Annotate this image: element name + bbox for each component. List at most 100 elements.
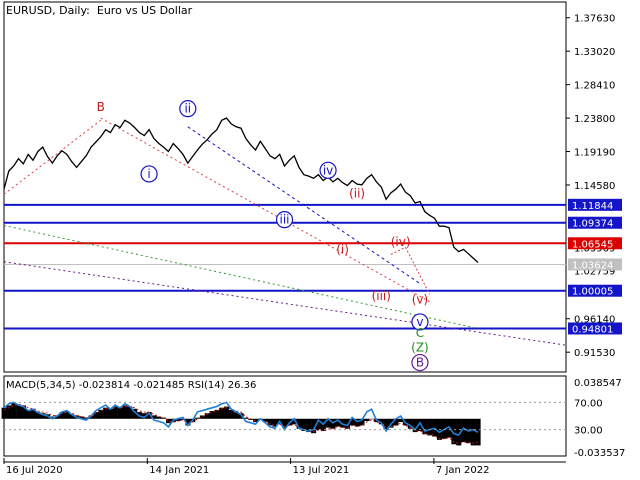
- wave-label: iii: [280, 213, 290, 227]
- macd-bar: [393, 418, 399, 426]
- indicator-plot-frame: [3, 375, 567, 457]
- macd-bar: [369, 418, 375, 420]
- macd-bar: [233, 412, 239, 419]
- channel-line: [3, 261, 567, 346]
- macd-bar: [412, 418, 418, 433]
- price-level-tag: [568, 258, 622, 271]
- macd-bar: [209, 411, 215, 419]
- macd-bar: [243, 417, 249, 419]
- macd-bar: [204, 413, 210, 419]
- price-level-tag-label: 1.09374: [572, 219, 613, 230]
- macd-bar: [20, 405, 26, 419]
- macd-bar: [267, 418, 273, 426]
- macd-bar: [417, 418, 423, 431]
- projection-line: [390, 246, 406, 255]
- price-tick-label: 1.37630: [574, 14, 615, 25]
- wave-label: v: [416, 315, 423, 329]
- wave-label-circle: [411, 313, 429, 331]
- price-level-tag: [568, 237, 622, 250]
- macd-bar: [330, 418, 336, 429]
- time-tick-label: 7 Jan 2022: [436, 465, 490, 476]
- macd-bar: [301, 418, 307, 431]
- wave-label-circle: [275, 211, 294, 229]
- price-tick-label: 1.19190: [574, 148, 615, 159]
- macd-bar: [64, 411, 70, 419]
- macd-bar: [132, 408, 138, 419]
- macd-bar: [30, 408, 36, 419]
- macd-bar: [383, 418, 389, 430]
- macd-bar: [156, 416, 162, 419]
- wave-label: (Z): [411, 340, 429, 354]
- macd-bar: [354, 418, 360, 427]
- wave-label: B: [97, 100, 105, 114]
- price-level-tag-label: 1.11844: [572, 201, 613, 212]
- macd-bar: [214, 409, 220, 419]
- macd-bar: [359, 418, 365, 426]
- price-tick-label: 1.14580: [574, 181, 615, 192]
- macd-bar: [407, 418, 413, 429]
- macd-bar: [112, 406, 118, 419]
- macd-bar: [180, 418, 186, 420]
- macd-bar: [16, 404, 22, 419]
- macd-bar: [253, 418, 259, 423]
- macd-bar: [83, 417, 89, 419]
- rsi-line: [3, 401, 479, 436]
- wave-label: i: [147, 167, 150, 181]
- macd-bar: [59, 412, 65, 419]
- macd-bar: [315, 418, 322, 430]
- wave-label-circle: [319, 161, 337, 179]
- macd-bar: [451, 418, 457, 445]
- macd-bar: [103, 407, 109, 419]
- chart-title: EURUSD, Daily: Euro vs US Dollar: [6, 4, 193, 17]
- wave-label: (iv): [391, 235, 411, 249]
- macd-bar: [422, 418, 428, 435]
- wave-label: B: [416, 356, 424, 370]
- price-tick-label: 1.33020: [574, 47, 615, 58]
- macd-bar: [141, 413, 147, 419]
- macd-bar: [224, 406, 230, 419]
- macd-bar: [11, 403, 17, 419]
- macd-bar: [282, 418, 288, 428]
- macd-bar: [228, 409, 234, 419]
- price-level-tag-label: 1.06545: [572, 239, 613, 250]
- macd-bar: [398, 418, 404, 423]
- wave-label: (ii): [349, 187, 365, 201]
- indicator-tick-label: 70.00: [574, 398, 603, 409]
- macd-bar: [461, 418, 467, 443]
- price-level-tag-label: 0.94801: [572, 324, 613, 335]
- wave-label-circle: [179, 100, 197, 118]
- macd-signal-line: [3, 403, 479, 444]
- macd-bar: [122, 405, 128, 419]
- macd-bar: [311, 418, 317, 434]
- wave-label: ii: [184, 102, 191, 116]
- macd-bar: [40, 413, 46, 419]
- price-level-tag: [568, 322, 622, 335]
- indicator-title: MACD(5,34,5) -0.023814 -0.021485 RSI(14)…: [6, 380, 257, 391]
- macd-bar: [175, 418, 181, 421]
- macd-bar: [378, 418, 384, 425]
- price-tick-label: 1.02759: [574, 267, 615, 278]
- macd-bar: [306, 418, 312, 433]
- macd-bar: [262, 418, 268, 423]
- price-level-tag-label: 1.00005: [572, 287, 613, 298]
- macd-bar: [272, 418, 278, 427]
- macd-bar: [166, 418, 172, 424]
- time-tick-label: 16 Jul 2020: [6, 465, 63, 476]
- macd-bar: [195, 417, 201, 419]
- price-level-tag-label: 1.03624: [572, 260, 613, 271]
- macd-bar: [427, 418, 433, 436]
- macd-bar: [335, 418, 341, 427]
- wave-label-circle: [140, 165, 158, 183]
- macd-bar: [199, 415, 205, 419]
- macd-bar: [219, 407, 225, 419]
- macd-bar: [88, 415, 94, 419]
- macd-bar: [6, 405, 12, 419]
- macd-bar: [151, 415, 157, 419]
- macd-bar: [35, 412, 41, 419]
- macd-bar: [25, 409, 31, 419]
- wave-label: (i): [336, 242, 349, 256]
- macd-bar: [291, 418, 297, 425]
- macd-bar: [470, 418, 476, 446]
